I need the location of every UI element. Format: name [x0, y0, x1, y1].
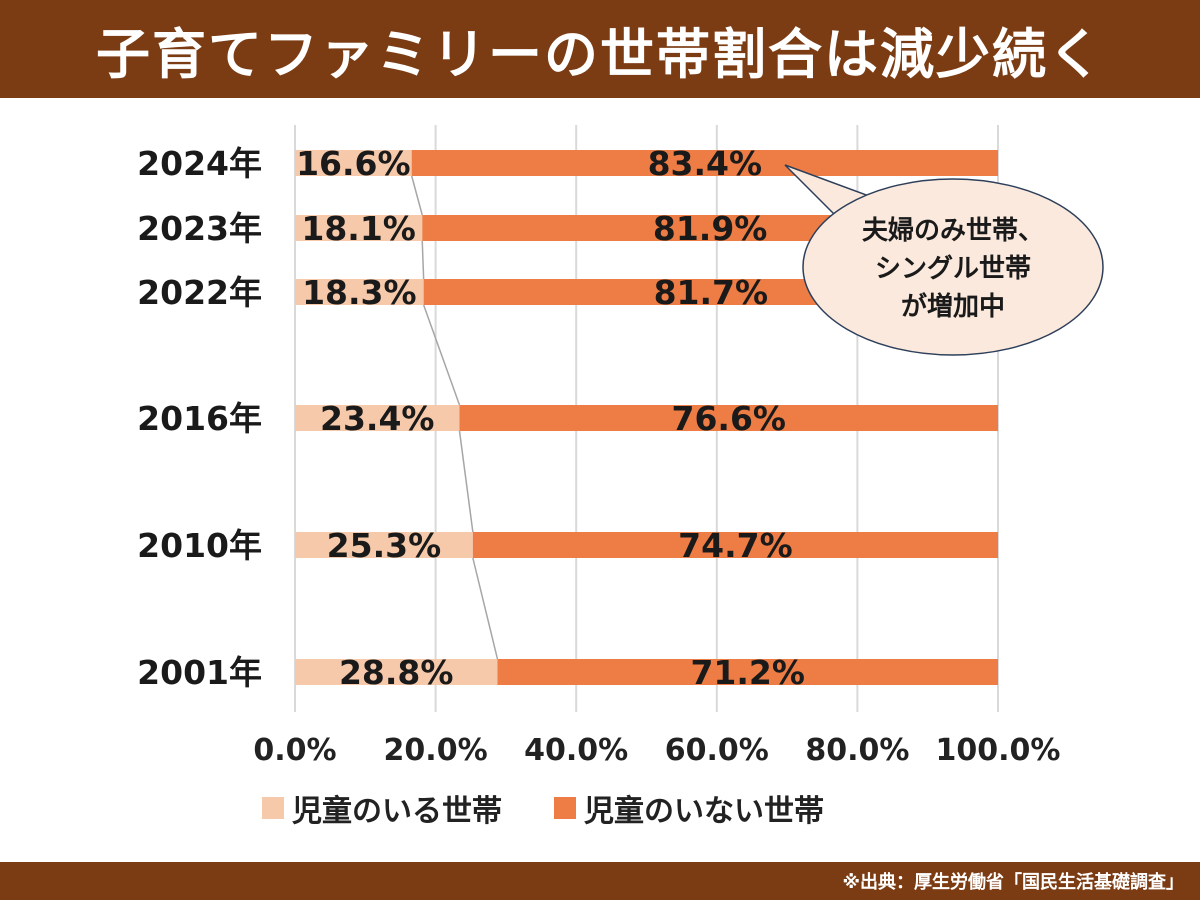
x-tick-label: 20.0% — [384, 733, 488, 768]
series-line — [458, 430, 474, 533]
y-category-label: 2010年 — [137, 526, 262, 565]
bar-segment-without-children — [472, 532, 998, 558]
x-tick-label: 80.0% — [805, 733, 909, 768]
bar-segment-with-children — [295, 532, 473, 558]
data-label: 71.2% — [690, 653, 805, 692]
data-label: 16.6% — [296, 144, 411, 183]
legend-swatch — [262, 797, 284, 819]
data-label: 76.6% — [672, 399, 787, 438]
x-tick-label: 100.0% — [936, 733, 1061, 768]
legend-swatch — [554, 797, 576, 819]
callout-line: 夫婦のみ世帯、 — [861, 216, 1044, 246]
data-label: 28.8% — [339, 653, 454, 692]
footer-bar: ※出典：厚生労働省「国民生活基礎調査」 — [0, 862, 1200, 900]
callout-line: が増加中 — [900, 292, 1005, 322]
page-title: 子育てファミリーの世帯割合は減少続く — [96, 22, 1104, 86]
bar-segment-with-children — [295, 215, 423, 241]
bar-segment-with-children — [295, 405, 460, 431]
legend-label: 児童のいない世帯 — [584, 794, 824, 829]
legend-item-with-children: 児童のいる世帯 — [262, 786, 502, 830]
source-note: ※出典：厚生労働省「国民生活基礎調査」 — [842, 872, 1185, 893]
data-label: 18.3% — [302, 273, 417, 312]
y-category-label: 2001年 — [137, 653, 262, 692]
series-line — [410, 175, 423, 216]
bar-segment-without-children — [497, 659, 998, 685]
callout-text: 夫婦のみ世帯、 シングル世帯 が増加中 — [808, 212, 1098, 326]
bar-segment-with-children — [295, 279, 424, 305]
bar-segment-with-children — [295, 150, 412, 176]
bar-segment-without-children — [411, 150, 998, 176]
y-category-label: 2023年 — [137, 209, 262, 248]
callout-tail-join — [835, 200, 883, 224]
y-category-label: 2022年 — [137, 273, 262, 312]
data-label: 83.4% — [648, 144, 763, 183]
data-label: 81.9% — [653, 209, 768, 248]
series-line — [421, 240, 425, 280]
bar-segment-with-children — [295, 659, 498, 685]
legend-item-without-children: 児童のいない世帯 — [554, 786, 824, 830]
data-label: 74.7% — [678, 526, 793, 565]
legend: 児童のいる世帯 児童のいない世帯 — [262, 786, 824, 830]
callout-line: シングル世帯 — [874, 254, 1031, 284]
data-label: 18.1% — [301, 209, 416, 248]
title-bar: 子育てファミリーの世帯割合は減少続く — [0, 0, 1200, 98]
callout-bubble — [802, 178, 1104, 356]
y-category-label: 2016年 — [137, 399, 262, 438]
data-label: 81.7% — [654, 273, 769, 312]
data-label: 23.4% — [320, 399, 435, 438]
x-tick-label: 0.0% — [253, 733, 336, 768]
series-line — [472, 557, 499, 660]
legend-label: 児童のいる世帯 — [292, 794, 502, 829]
x-tick-label: 60.0% — [665, 733, 769, 768]
data-label: 25.3% — [327, 526, 442, 565]
series-line — [422, 304, 461, 406]
x-tick-label: 40.0% — [524, 733, 628, 768]
bar-segment-without-children — [459, 405, 998, 431]
y-category-label: 2024年 — [137, 144, 262, 183]
